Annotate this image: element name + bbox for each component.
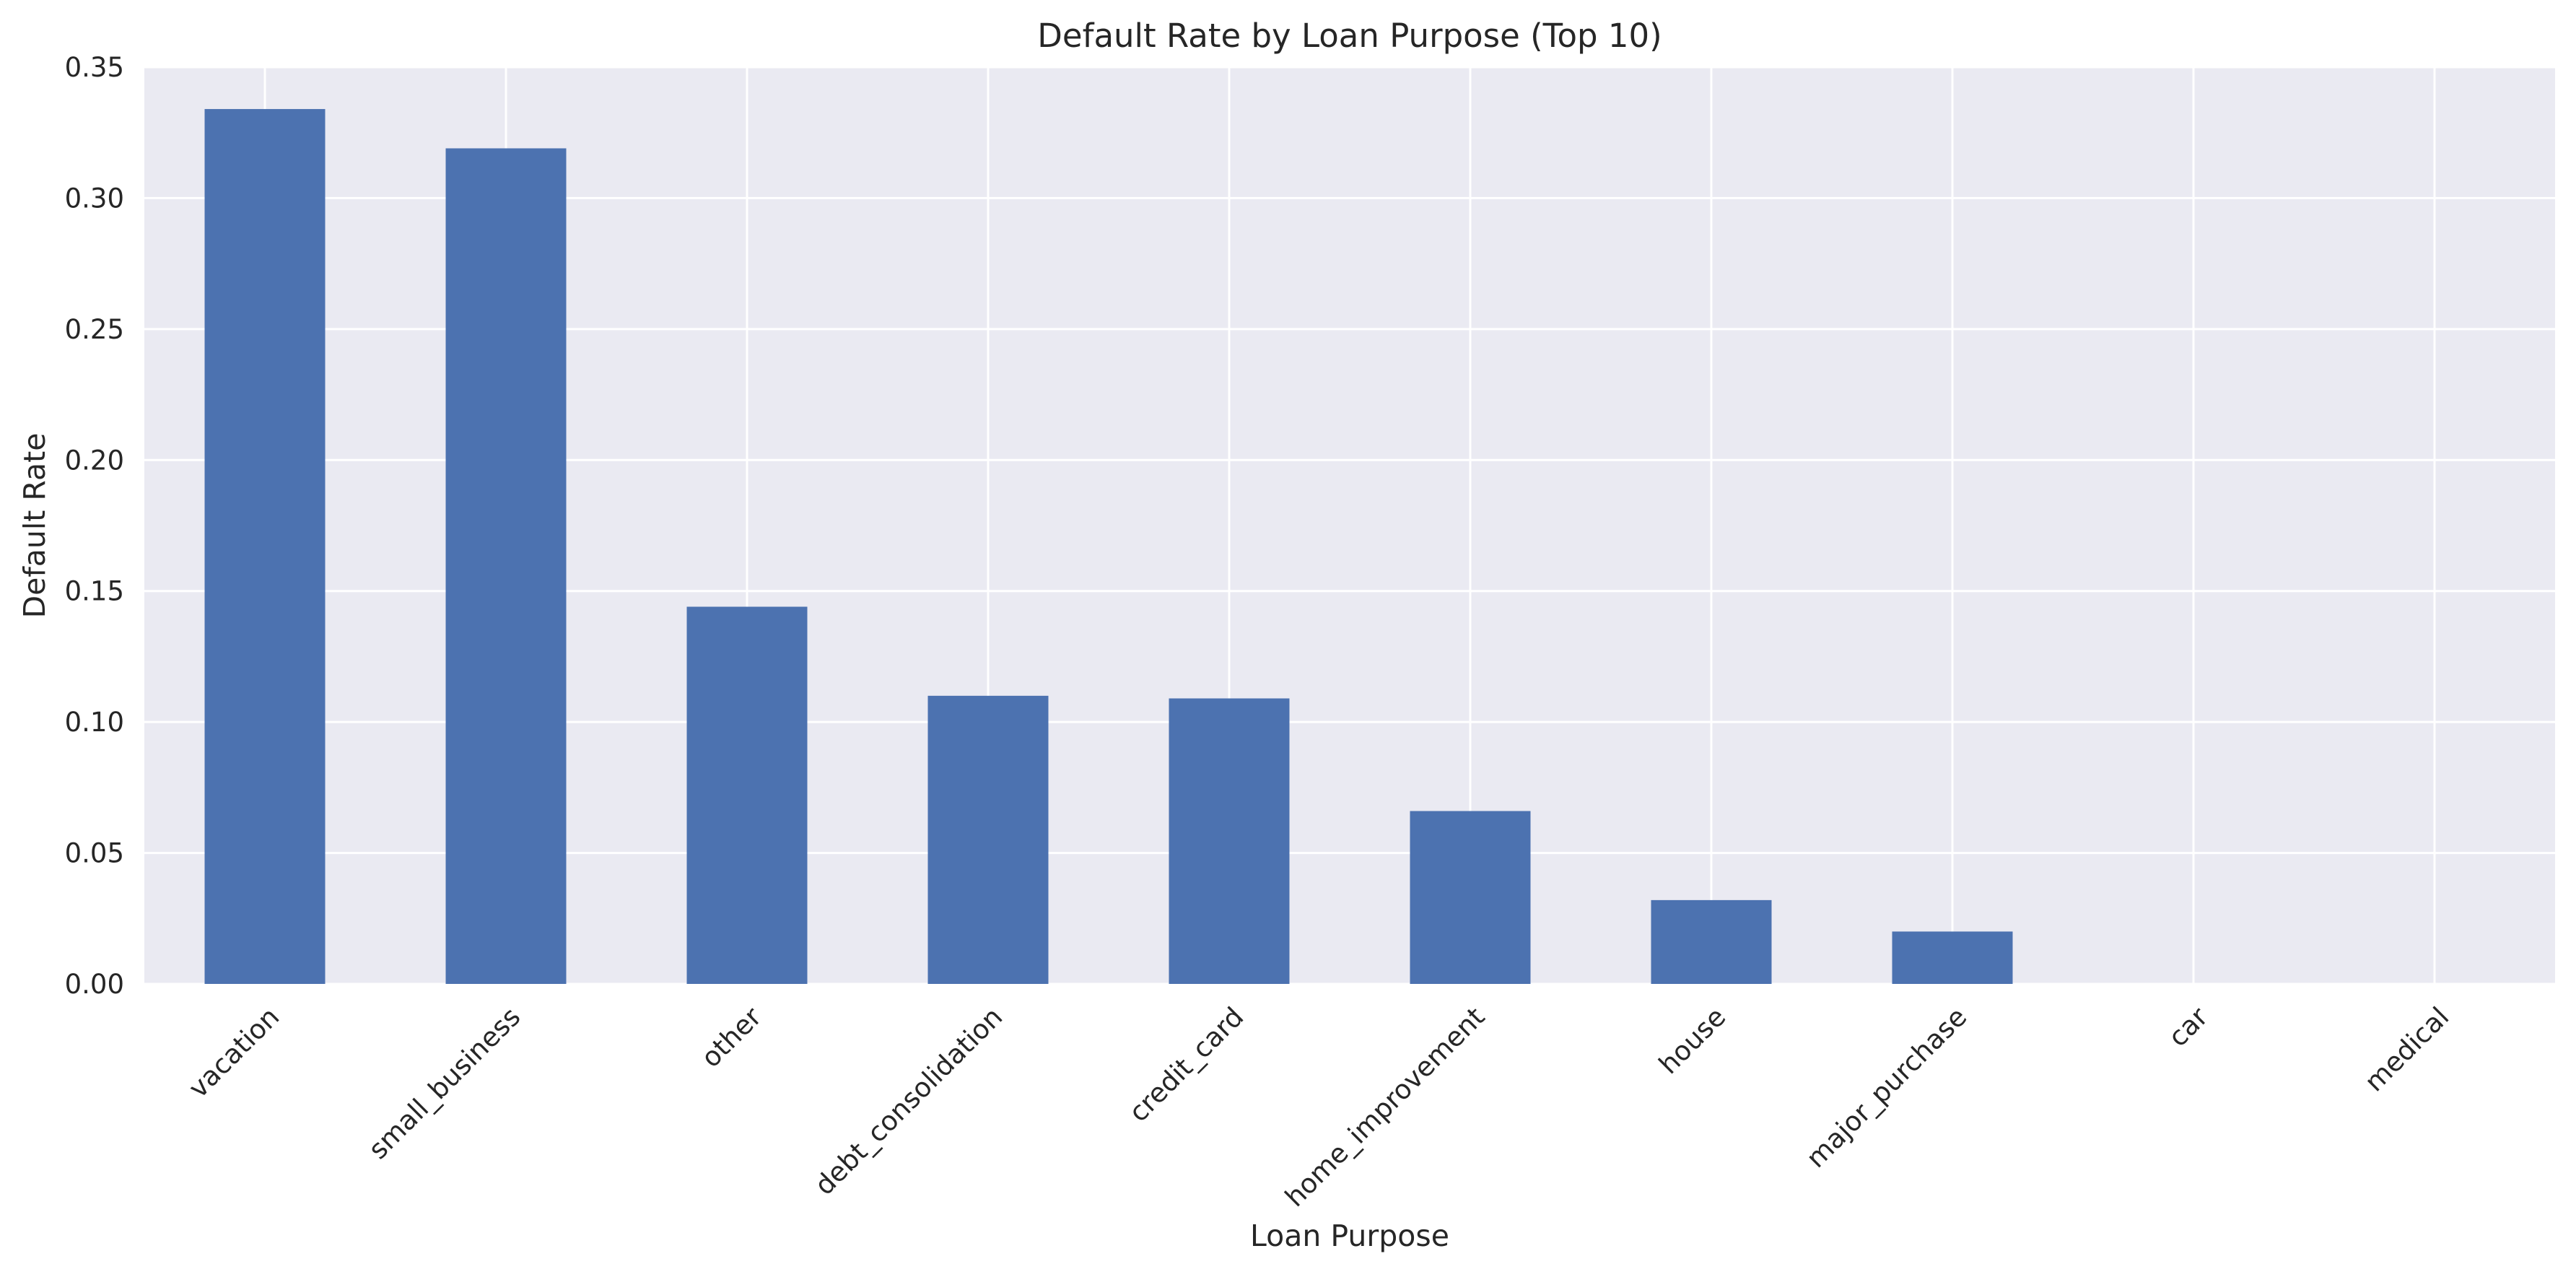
bar-major-purchase: [1892, 931, 2013, 984]
bars: [204, 109, 2013, 985]
x-tick-label: other: [695, 1001, 768, 1073]
x-tick-label: home_improvement: [1279, 1001, 1490, 1213]
x-tick-label: small_business: [362, 1001, 526, 1165]
x-axis-label: Loan Purpose: [1250, 1219, 1449, 1253]
bar-credit-card: [1169, 698, 1290, 984]
bar-debt-consolidation: [927, 695, 1049, 984]
x-tick-label: medical: [2359, 1001, 2455, 1098]
x-tick-label: debt_consolidation: [808, 1001, 1008, 1201]
x-tick-label: vacation: [183, 1001, 285, 1104]
bar-vacation: [204, 109, 326, 985]
x-tick-label: major_purchase: [1800, 1001, 1973, 1174]
y-tick-label: 0.25: [65, 314, 124, 345]
y-tick-label: 0.35: [65, 52, 124, 83]
bar-small-business: [445, 148, 567, 984]
y-tick-label: 0.30: [65, 183, 124, 214]
bar-house: [1651, 899, 1772, 984]
x-tick-label: house: [1653, 1001, 1732, 1080]
y-tick-label: 0.10: [65, 707, 124, 738]
y-tick-label: 0.00: [65, 969, 124, 1000]
y-tick-label: 0.20: [65, 445, 124, 476]
y-tick-label: 0.15: [65, 576, 124, 607]
chart-title: Default Rate by Loan Purpose (Top 10): [1037, 17, 1662, 55]
y-tick-labels: 0.00 0.05 0.10 0.15 0.20 0.25 0.30 0.35: [65, 52, 124, 1000]
bar-other: [686, 606, 808, 984]
y-tick-label: 0.05: [65, 838, 124, 869]
bar-home-improvement: [1410, 811, 1531, 984]
x-tick-label: car: [2162, 1001, 2214, 1052]
x-tick-labels: vacation small_business other debt_consolid…: [183, 1001, 2455, 1213]
x-tick-label: credit_card: [1123, 1001, 1250, 1128]
y-axis-label: Default Rate: [17, 433, 52, 619]
